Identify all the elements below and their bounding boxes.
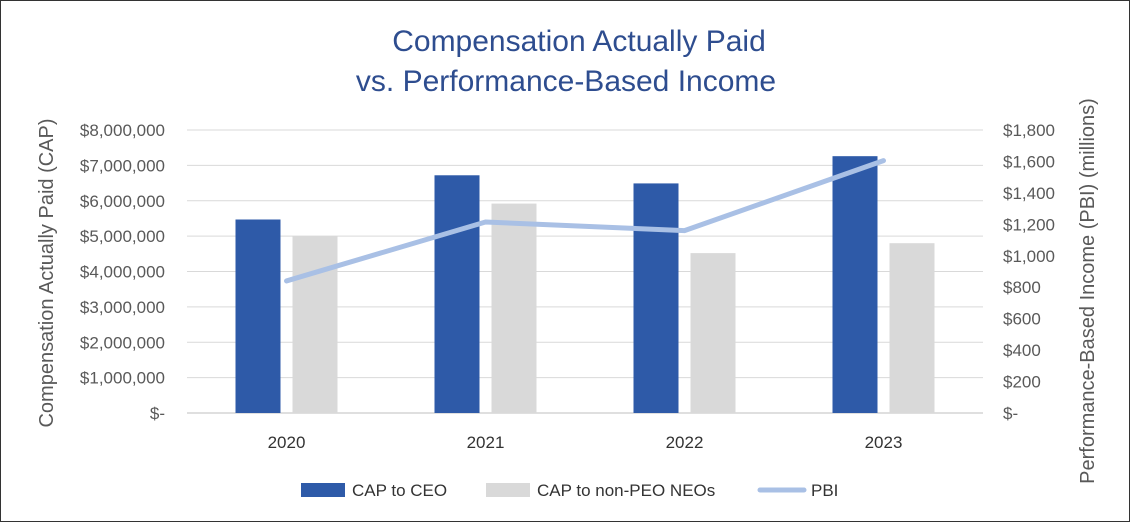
bar-cap-to-ceo-2022	[633, 183, 679, 413]
left-tick-label: $6,000,000	[80, 192, 165, 211]
bar-cap-to-non-peo-neos-2023	[889, 243, 935, 413]
bar-cap-to-non-peo-neos-2022	[690, 253, 736, 413]
legend-label-pbi: PBI	[811, 481, 838, 500]
pbi-line-layer	[284, 158, 886, 284]
right-tick-label: $200	[1003, 373, 1041, 392]
bar-cap-to-non-peo-neos-2020	[292, 236, 338, 413]
x-tick-label: 2023	[865, 433, 903, 452]
bar-cap-to-ceo-2021	[434, 175, 480, 413]
left-tick-label: $4,000,000	[80, 263, 165, 282]
chart-title-line-2: vs. Performance-Based Income	[356, 65, 776, 98]
right-tick-label: $800	[1003, 278, 1041, 297]
bar-cap-to-ceo-2020	[235, 219, 281, 413]
right-tick-label: $1,800	[1003, 121, 1055, 140]
pbi-line	[284, 158, 886, 284]
chart-title-line-1: Compensation Actually Paid	[392, 25, 766, 58]
bar-cap-to-ceo-2023	[832, 156, 878, 414]
legend-swatch-cap-to-ceo	[301, 483, 345, 497]
left-tick-label: $3,000,000	[80, 298, 165, 317]
right-axis-title: Performance-Based Income (PBI) (millions…	[1077, 98, 1099, 484]
right-tick-label: $1,600	[1003, 152, 1055, 171]
legend-label-cap-to-non-peo-neos: CAP to non-PEO NEOs	[537, 481, 715, 500]
bars	[235, 156, 935, 414]
bar-cap-to-non-peo-neos-2021	[491, 203, 537, 413]
left-tick-label: $5,000,000	[80, 227, 165, 246]
left-tick-label: $2,000,000	[80, 333, 165, 352]
left-axis-title: Compensation Actually Paid (CAP)	[36, 118, 58, 427]
right-tick-label: $400	[1003, 341, 1041, 360]
legend: CAP to CEO CAP to non-PEO NEOs PBI	[301, 481, 838, 500]
x-axis-ticks: 2020 2021 2022 2023	[268, 433, 903, 452]
right-tick-label: $-	[1003, 404, 1018, 423]
right-axis-ticks: $- $200 $400 $600 $800 $1,000 $1,200 $1,400 $1,6…	[1003, 121, 1055, 423]
left-tick-label: $8,000,000	[80, 121, 165, 140]
left-axis-ticks: $- $1,000,000 $2,000,000 $3,000,000 $4,000,0…	[80, 121, 165, 423]
right-tick-label: $1,400	[1003, 184, 1055, 203]
x-tick-label: 2021	[467, 433, 505, 452]
left-tick-label: $-	[150, 404, 165, 423]
legend-swatch-cap-to-non-peo-neos	[486, 483, 530, 497]
right-tick-label: $1,000	[1003, 247, 1055, 266]
x-tick-label: 2020	[268, 433, 306, 452]
legend-label-cap-to-ceo: CAP to CEO	[352, 481, 447, 500]
right-tick-label: $600	[1003, 310, 1041, 329]
left-tick-label: $7,000,000	[80, 156, 165, 175]
right-tick-label: $1,200	[1003, 215, 1055, 234]
left-tick-label: $1,000,000	[80, 369, 165, 388]
x-tick-label: 2022	[666, 433, 704, 452]
